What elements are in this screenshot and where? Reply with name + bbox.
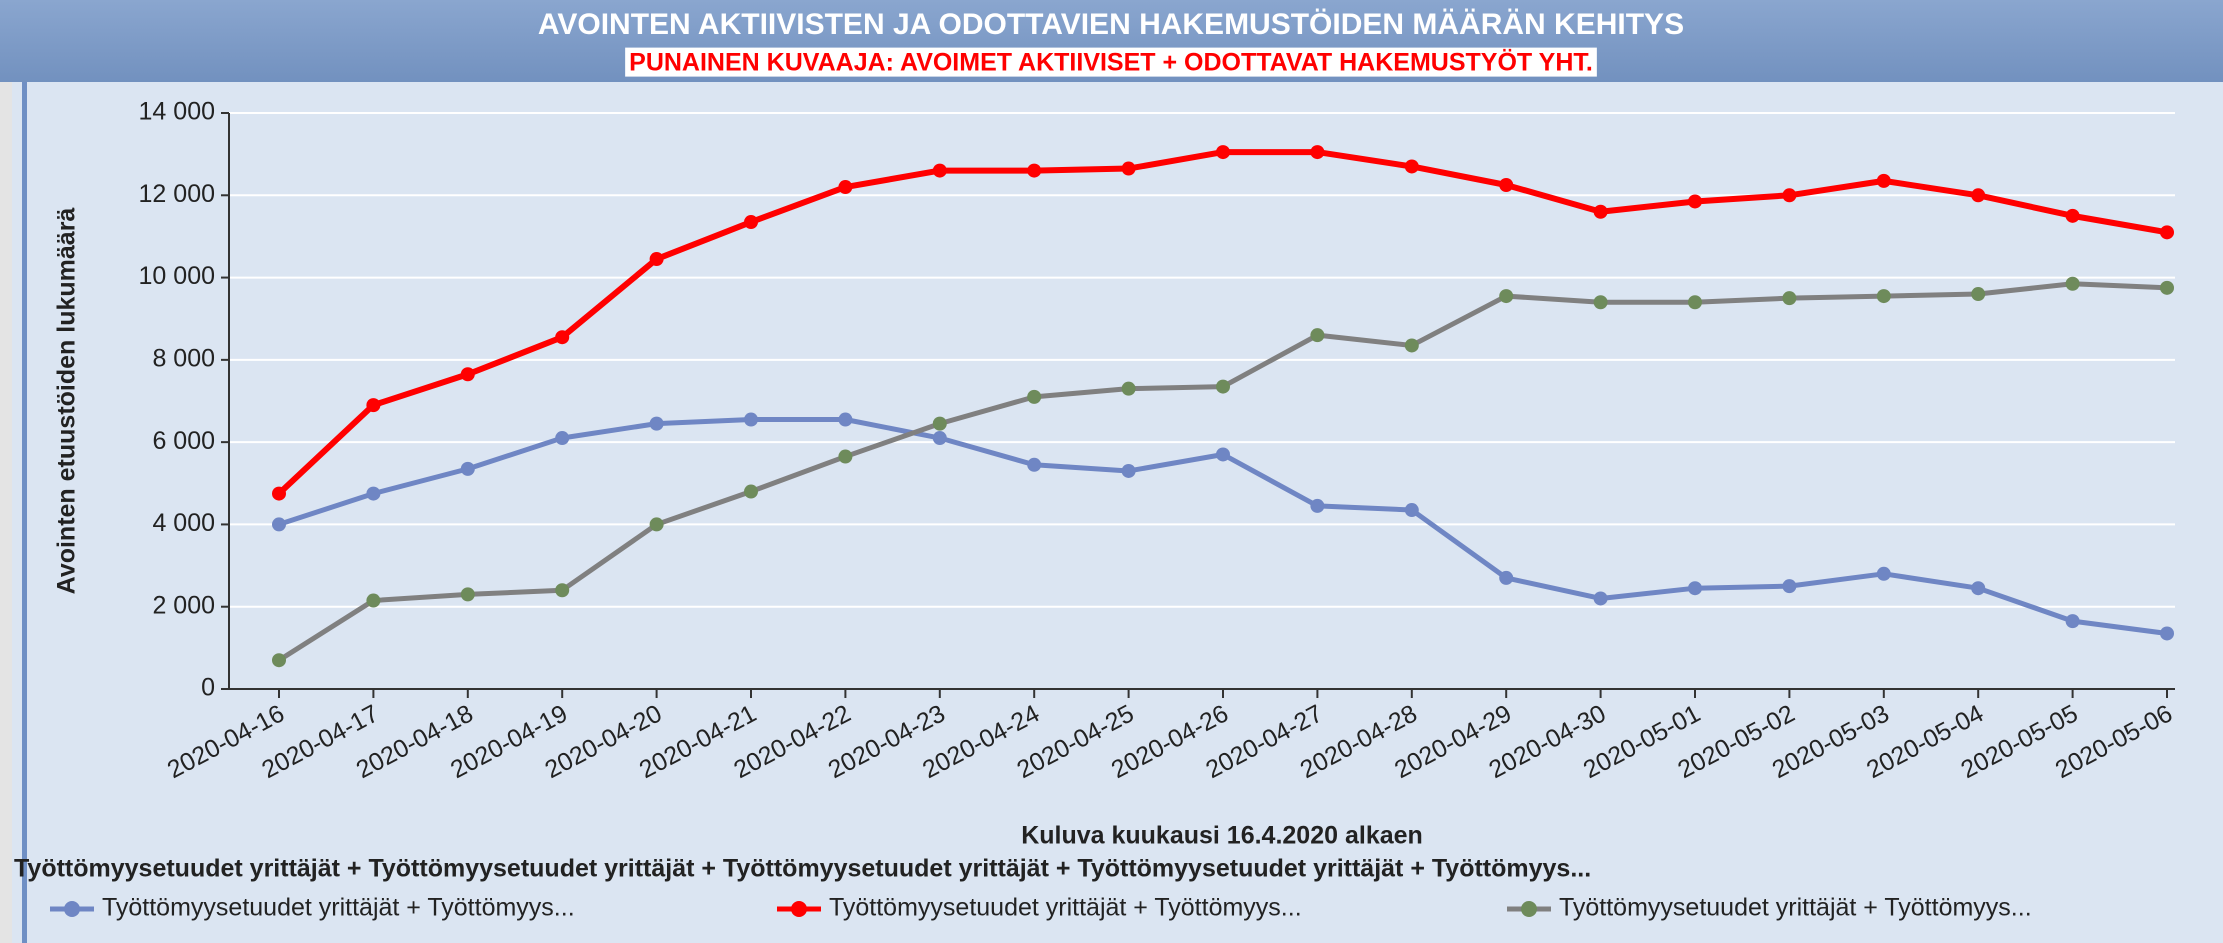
data-point [744, 215, 758, 230]
data-point [1216, 447, 1230, 462]
data-point [932, 416, 947, 431]
data-point [1688, 194, 1702, 209]
data-point [932, 163, 947, 178]
data-point [1593, 295, 1608, 310]
chart-background [12, 82, 2223, 943]
y-tick-label: 6 000 [152, 427, 215, 455]
legend-marker [64, 901, 80, 917]
subtitle-background [625, 47, 1597, 77]
data-point [1027, 163, 1042, 178]
data-point [1876, 173, 1891, 188]
data-point [366, 593, 381, 608]
data-point [1499, 570, 1514, 585]
legend-label: Työttömyysetuudet yrittäjät + Työttömyys… [829, 894, 1302, 922]
data-point [1310, 145, 1325, 160]
data-point [1121, 381, 1136, 396]
left-border [22, 82, 27, 943]
x-axis-label: Kuluva kuukausi 16.4.2020 alkaen [1021, 822, 1423, 850]
y-axis-label: Avointen etuustöiden lukumäärä [53, 208, 81, 595]
data-point [2065, 208, 2080, 223]
data-point [1216, 379, 1230, 394]
data-point [2065, 276, 2080, 291]
data-point [2160, 280, 2174, 295]
data-point [1310, 498, 1325, 513]
data-point [838, 449, 853, 464]
data-point [1499, 178, 1514, 192]
y-tick-label: 8 000 [152, 344, 215, 372]
data-point [272, 486, 286, 501]
y-tick-label: 14 000 [139, 98, 215, 126]
data-point [555, 431, 570, 446]
data-point [1121, 161, 1136, 176]
data-point [1876, 289, 1891, 304]
data-point [2160, 626, 2174, 641]
y-tick-label: 12 000 [139, 180, 215, 208]
data-point [555, 583, 570, 598]
data-point [555, 330, 570, 345]
data-point [1404, 503, 1419, 518]
data-point [272, 653, 286, 668]
data-point [838, 180, 853, 195]
data-point [1121, 463, 1136, 478]
data-point [1310, 328, 1325, 343]
data-point [838, 412, 853, 427]
data-point [1782, 291, 1797, 306]
data-point [366, 486, 381, 501]
legend-marker [1521, 901, 1537, 917]
data-point [1782, 579, 1797, 594]
y-tick-label: 4 000 [152, 509, 215, 537]
data-point [1876, 566, 1891, 581]
y-tick-label: 2 000 [152, 591, 215, 619]
y-tick-label: 0 [201, 674, 215, 702]
data-point [1404, 338, 1419, 353]
legend-title: Työttömyysetuudet yrittäjät + Työttömyys… [14, 855, 1591, 883]
data-point [649, 252, 664, 267]
data-point [649, 517, 664, 532]
data-point [272, 517, 286, 532]
data-point [2065, 614, 2080, 629]
data-point [1971, 581, 1986, 596]
data-point [1782, 188, 1797, 203]
data-point [1404, 159, 1419, 174]
data-point [1688, 295, 1702, 310]
data-point [932, 431, 947, 446]
data-point [1971, 287, 1986, 302]
legend-label: Työttömyysetuudet yrittäjät + Työttömyys… [1559, 894, 2032, 922]
chart-subtitle: PUNAINEN KUVAAJA: AVOIMET AKTIIVISET + O… [629, 48, 1593, 77]
data-point [460, 587, 475, 602]
data-point [2160, 225, 2174, 240]
data-point [744, 412, 758, 427]
data-point [1971, 188, 1986, 203]
y-tick-label: 10 000 [139, 262, 215, 290]
legend-label: Työttömyysetuudet yrittäjät + Työttömyys… [102, 894, 575, 922]
data-point [460, 367, 475, 382]
data-point [649, 416, 664, 431]
chart-title: AVOINTEN AKTIIVISTEN JA ODOTTAVIEN HAKEM… [538, 8, 1684, 41]
data-point [1027, 389, 1042, 404]
data-point [1499, 289, 1514, 304]
data-point [460, 461, 475, 476]
legend-marker [791, 901, 807, 917]
data-point [744, 484, 758, 499]
data-point [1593, 591, 1608, 606]
data-point [1688, 581, 1702, 596]
data-point [1216, 145, 1230, 160]
data-point [366, 398, 381, 413]
data-point [1027, 457, 1042, 472]
data-point [1593, 204, 1608, 219]
